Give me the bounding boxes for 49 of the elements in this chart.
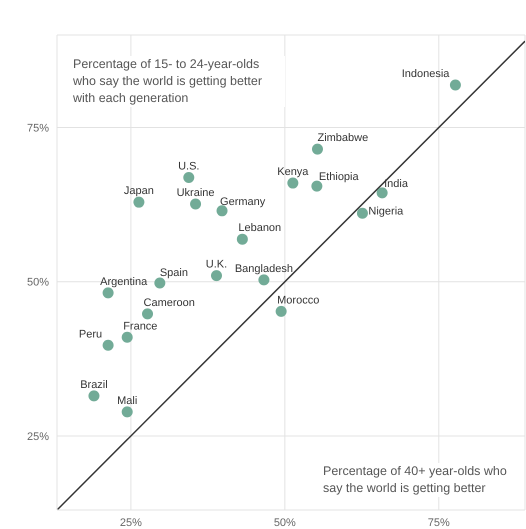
annotation: Brazil: [80, 378, 108, 391]
annotation: Ukraine: [176, 187, 215, 200]
y-tick-label: 75%: [26, 122, 50, 134]
point: [258, 274, 270, 286]
point: [122, 332, 133, 343]
annotation: Cameroon: [144, 296, 195, 309]
point: [376, 187, 388, 198]
annotation: Argentina: [100, 276, 148, 288]
annotation: Morocco: [277, 294, 320, 306]
annotation: France: [123, 320, 158, 332]
annotation: Bangladesh: [234, 262, 293, 275]
annotation: Indonesia: [402, 68, 450, 80]
annotation: India: [384, 178, 409, 190]
x-tick-label: 50%: [274, 516, 296, 529]
point: [311, 180, 322, 192]
point: [236, 234, 248, 245]
annotation: Germany: [220, 196, 266, 208]
annotation: U.K.: [206, 258, 228, 271]
point: [450, 79, 461, 90]
y-axis-title: Percentage of 15- to 24-year-olds who say the world is getting better with each generation: [73, 56, 285, 107]
point: [102, 287, 114, 298]
annotation: Lebanon: [238, 222, 282, 234]
annotation: Zimbabwe: [317, 132, 368, 144]
y-tick-label: 50%: [26, 276, 50, 289]
annotation: U.S.: [178, 160, 200, 172]
point: [102, 340, 114, 351]
x-tick-label: 25%: [120, 516, 142, 529]
annotation: Spain: [160, 266, 188, 279]
point: [88, 390, 100, 402]
point: [312, 144, 323, 155]
point: [183, 172, 194, 183]
x-tick-label: 75%: [428, 516, 450, 529]
point: [122, 406, 133, 418]
point: [287, 178, 298, 189]
point: [276, 306, 287, 317]
point: [142, 308, 154, 320]
point: [133, 196, 144, 208]
y-tick-label: 25%: [26, 430, 50, 443]
annotation: Peru: [78, 328, 102, 340]
annotation: Ethiopia: [318, 171, 360, 184]
annotation: Japan: [124, 185, 154, 198]
point: [210, 270, 222, 282]
annotation: Kenya: [277, 166, 310, 178]
x-axis-title: Percentage of 40+ year-olds who say the world is getting better: [323, 463, 523, 497]
annotation: Nigeria: [368, 205, 404, 218]
point: [154, 277, 166, 288]
point: [190, 198, 202, 210]
annotation: Mali: [117, 394, 138, 407]
point: [356, 208, 368, 219]
